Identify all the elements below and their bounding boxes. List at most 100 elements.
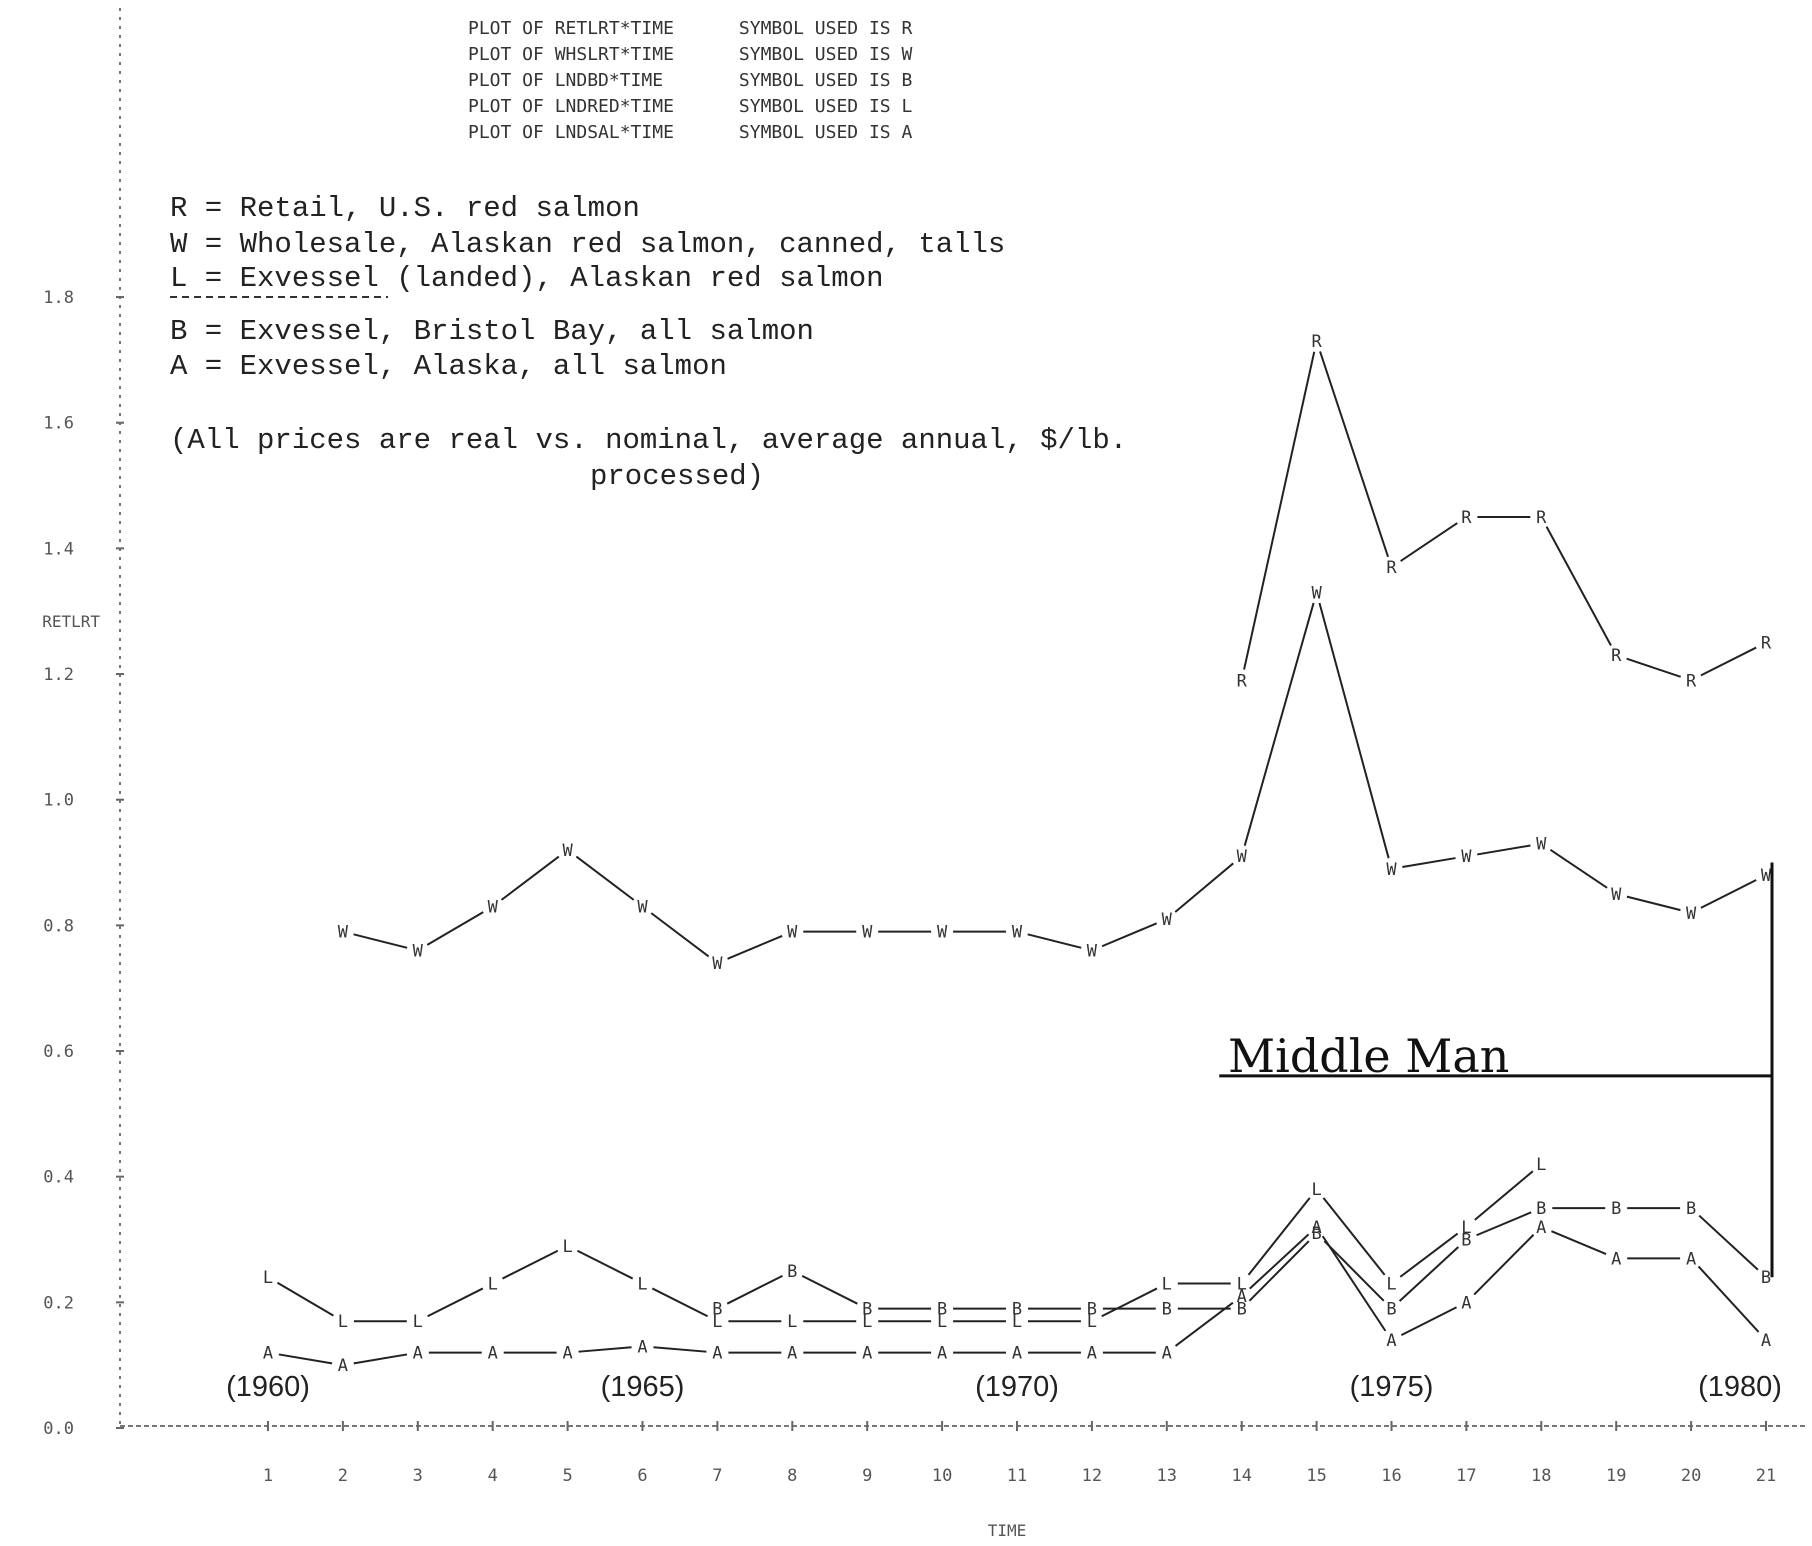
series-L-segment bbox=[1399, 1232, 1459, 1278]
x-tick-label: 1 bbox=[263, 1466, 273, 1486]
data-point-W: W bbox=[712, 954, 723, 974]
y-axis-title: RETLRT bbox=[42, 612, 100, 631]
data-point-R: R bbox=[1761, 634, 1772, 654]
series-R: R R R R R R R R bbox=[1237, 332, 1772, 691]
annotation-layer: Middle Man bbox=[1219, 862, 1774, 1278]
series-R-segment bbox=[1626, 657, 1681, 678]
y-tick-label: 0.0 bbox=[43, 1419, 74, 1439]
data-point-A: A bbox=[1087, 1344, 1097, 1364]
series-R-segment bbox=[1319, 351, 1389, 558]
series-W-segment bbox=[1027, 933, 1082, 949]
data-point-W: W bbox=[488, 898, 499, 918]
data-point-B: B bbox=[1012, 1300, 1022, 1320]
data-point-B: B bbox=[862, 1300, 872, 1320]
data-point-B: B bbox=[1237, 1300, 1247, 1320]
x-tick-label: 10 bbox=[932, 1466, 952, 1486]
data-point-A: A bbox=[488, 1344, 498, 1364]
data-point-A: A bbox=[862, 1344, 872, 1364]
year-label: (1970) bbox=[975, 1371, 1059, 1403]
y-tick-label: 1.2 bbox=[43, 665, 74, 685]
header-line: PLOT OF LNDRED*TIME SYMBOL USED IS L bbox=[468, 96, 912, 117]
data-point-A: A bbox=[937, 1344, 947, 1364]
header-line: PLOT OF RETLRT*TIME SYMBOL USED IS R bbox=[468, 18, 912, 39]
series-B-segment bbox=[1323, 1240, 1385, 1302]
series-W-segment bbox=[500, 855, 560, 901]
series-R-segment bbox=[1400, 522, 1458, 562]
year-label: (1965) bbox=[601, 1371, 685, 1403]
x-tick-label: 21 bbox=[1756, 1466, 1776, 1486]
series-R-segment bbox=[1545, 526, 1612, 646]
x-tick-label: 20 bbox=[1681, 1466, 1701, 1486]
data-point-W: W bbox=[1012, 923, 1023, 943]
legend-entry: R = Retail, U.S. red salmon bbox=[170, 192, 640, 225]
y-tick-label: 0.4 bbox=[43, 1168, 74, 1188]
data-point-W: W bbox=[338, 923, 349, 943]
series-L-segment bbox=[427, 1287, 484, 1318]
series-L-segment bbox=[1474, 1170, 1534, 1221]
legend-entry: B = Exvessel, Bristol Bay, all salmon bbox=[170, 315, 814, 348]
series-W-segment bbox=[426, 911, 484, 946]
header-line: PLOT OF WHSLRT*TIME SYMBOL USED IS W bbox=[468, 44, 912, 65]
x-tick-label: 12 bbox=[1082, 1466, 1102, 1486]
series-W-segment bbox=[1626, 895, 1681, 912]
data-point-W: W bbox=[1611, 885, 1622, 905]
data-point-A: A bbox=[1386, 1331, 1396, 1351]
data-point-A: A bbox=[1012, 1344, 1022, 1364]
series-L-segment bbox=[1101, 1287, 1158, 1318]
data-point-W: W bbox=[1237, 847, 1248, 867]
plot-header-block: PLOT OF RETLRT*TIME SYMBOL USED IS R PLOT… bbox=[468, 18, 912, 143]
data-point-W: W bbox=[562, 841, 573, 861]
data-point-A: A bbox=[562, 1344, 572, 1364]
series-L-segment bbox=[502, 1249, 559, 1280]
data-point-B: B bbox=[787, 1262, 797, 1282]
data-point-L: L bbox=[1012, 1312, 1022, 1332]
data-point-A: A bbox=[338, 1356, 348, 1376]
data-point-A: A bbox=[1536, 1218, 1546, 1238]
data-point-L: L bbox=[1162, 1274, 1172, 1294]
y-tick-label: 1.4 bbox=[43, 539, 74, 559]
x-tick-label: 11 bbox=[1007, 1466, 1027, 1486]
series-B-segment bbox=[1698, 1214, 1759, 1271]
series-L-segment bbox=[1247, 1197, 1311, 1276]
series-R-segment bbox=[1700, 646, 1757, 677]
series-W-segment bbox=[650, 912, 710, 958]
data-point-B: B bbox=[1087, 1300, 1097, 1320]
data-point-A: A bbox=[1461, 1293, 1471, 1313]
series-A-segment bbox=[1473, 1234, 1535, 1296]
data-point-W: W bbox=[787, 923, 798, 943]
series-W-segment bbox=[1174, 862, 1234, 913]
x-tick-label: 5 bbox=[562, 1466, 572, 1486]
data-point-R: R bbox=[1386, 558, 1397, 578]
x-tick-label: 6 bbox=[637, 1466, 647, 1486]
series-B-segment bbox=[801, 1274, 858, 1305]
x-tick-label: 16 bbox=[1381, 1466, 1401, 1486]
data-point-W: W bbox=[1761, 866, 1772, 886]
data-point-B: B bbox=[937, 1300, 947, 1320]
y-tick-label: 0.2 bbox=[43, 1293, 74, 1313]
y-tick-label: 1.0 bbox=[43, 791, 74, 811]
data-point-L: L bbox=[1311, 1180, 1321, 1200]
data-point-B: B bbox=[1761, 1268, 1771, 1288]
data-point-A: A bbox=[787, 1344, 797, 1364]
data-point-L: L bbox=[937, 1312, 947, 1332]
data-point-L: L bbox=[263, 1268, 273, 1288]
series-W-segment bbox=[1318, 602, 1390, 859]
x-tick-label: 15 bbox=[1306, 1466, 1326, 1486]
data-point-W: W bbox=[413, 941, 424, 961]
data-point-L: L bbox=[787, 1312, 797, 1332]
y-tick-label: 1.6 bbox=[43, 414, 74, 434]
legend-entry: W = Wholesale, Alaskan red salmon, canne… bbox=[170, 228, 1005, 261]
series-A-segment bbox=[353, 1353, 408, 1365]
series-W-segment bbox=[1700, 879, 1757, 909]
data-point-A: A bbox=[1162, 1344, 1172, 1364]
series-A-segment bbox=[653, 1346, 707, 1353]
series-A-segment bbox=[1174, 1301, 1234, 1347]
x-tick-label: 14 bbox=[1231, 1466, 1251, 1486]
series-A-segment bbox=[1697, 1265, 1760, 1333]
data-point-R: R bbox=[1611, 646, 1622, 666]
series-L-segment bbox=[651, 1287, 709, 1318]
data-point-L: L bbox=[1237, 1274, 1247, 1294]
